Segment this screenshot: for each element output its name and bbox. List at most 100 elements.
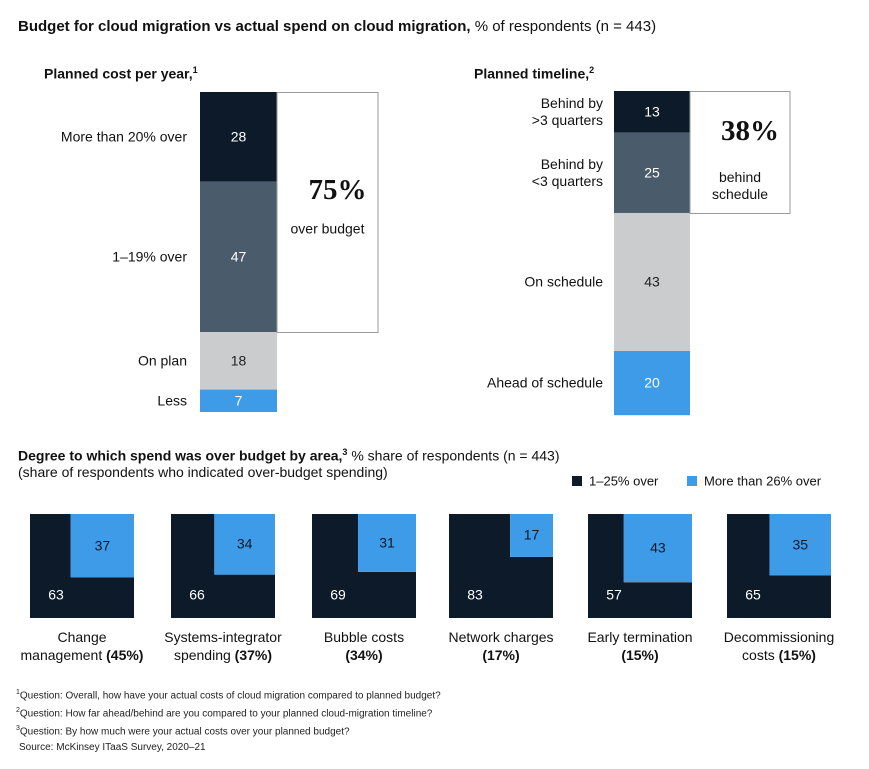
category-label: Less [157, 392, 187, 409]
footnote-marker: 3 [16, 724, 20, 732]
legend-swatch [572, 476, 582, 486]
category-label: Systems-integrator spending (37%) [148, 628, 298, 664]
bar-segment [200, 389, 277, 412]
area-dark [588, 514, 692, 618]
title-note: 2 [589, 65, 595, 75]
chart-title-text: Planned cost per year, [44, 65, 193, 82]
value-label: 31 [379, 534, 395, 551]
area-blue [769, 514, 831, 576]
value-label: 63 [48, 586, 64, 603]
footnote-marker: 2 [16, 706, 20, 714]
bar-segment [614, 351, 690, 416]
segment-label: 28 [230, 128, 247, 145]
legend-label: More than 26% over [704, 473, 822, 489]
page-title: Budget for cloud migration vs actual spe… [18, 18, 656, 35]
bar-segment [614, 132, 690, 213]
category-label: Bubble costs (34%) [289, 628, 439, 664]
category-name: Bubble costs [323, 629, 405, 645]
footnote: 3Question: By how much were your actual … [16, 722, 441, 740]
callout-text: behind schedule [711, 169, 769, 203]
category-label: 1–19% over [112, 248, 187, 265]
callout-text: over budget [290, 220, 365, 237]
footnote-text: Question: How far ahead/behind are you c… [19, 708, 433, 720]
bar-segment [200, 332, 277, 390]
value-label: 57 [606, 586, 622, 603]
category-share: (15%) [621, 647, 659, 663]
bar-segment [200, 181, 277, 332]
footnote: 1Question: Overall, how have your actual… [16, 686, 441, 704]
value-label: 66 [189, 586, 205, 603]
chart-title-text: Planned timeline, [474, 65, 590, 82]
segment-label: 18 [230, 352, 247, 369]
category-share: (15%) [778, 647, 816, 663]
legend-label: 1–25% over [589, 473, 659, 489]
category-label: On plan [137, 352, 187, 369]
segment-label: 47 [230, 248, 247, 265]
category-label: More than 20% over [60, 128, 187, 145]
area-blue [70, 514, 134, 578]
footnote-text: Question: Overall, how have your actual … [19, 690, 441, 702]
segment-label: 7 [234, 392, 243, 409]
area-blue [214, 514, 275, 575]
area-dark [30, 514, 134, 618]
chart-title: Planned timeline,2 [474, 62, 594, 83]
area-blue [510, 514, 553, 557]
area-dark [171, 514, 275, 618]
category-name: Systems-integrator spending [164, 629, 282, 663]
category-label: Ahead of schedule [487, 374, 603, 391]
area-blue [358, 514, 416, 572]
chart-title: Planned cost per year,1 [44, 62, 198, 83]
category-share: (17%) [482, 647, 520, 663]
category-share: (45%) [106, 647, 144, 663]
category-label: Behind by >3 quarters [531, 94, 603, 128]
footnote-marker: 1 [16, 689, 20, 696]
category-label: Network charges (17%) [426, 628, 576, 664]
category-name: Change management [20, 629, 107, 663]
area-dark [449, 514, 553, 618]
value-label: 83 [467, 586, 483, 603]
title-subtitle: % of respondents (n = 443) [474, 18, 657, 35]
callout-box [689, 91, 791, 214]
value-label: 35 [792, 536, 809, 553]
category-label: Change management (45%) [7, 628, 157, 664]
bar-segment [200, 92, 277, 182]
bar-segment [614, 91, 690, 133]
legend-swatch [687, 476, 697, 486]
category-name: Early termination [587, 629, 693, 645]
value-label: 34 [236, 535, 253, 552]
area-blue [623, 514, 692, 583]
footnote: 2Question: How far ahead/behind are you … [16, 704, 441, 722]
category-share: (37%) [234, 647, 273, 663]
source: Source: McKinsey ITaaS Survey, 2020–21 [19, 742, 206, 754]
callout-value: 38% [721, 115, 779, 148]
category-name: Network charges [448, 629, 554, 645]
title-note: 1 [192, 65, 198, 75]
footnotes: 1Question: Overall, how have your actual… [16, 686, 441, 756]
chart-subtitle: % share of respondents (n = 443) [351, 447, 560, 464]
chart-title: Degree to which spend was over budget by… [18, 444, 560, 465]
area-dark [312, 514, 416, 618]
callout-box [276, 92, 379, 333]
chart-title-text: Degree to which spend was over budget by… [18, 447, 343, 464]
title-bold: Budget for cloud migration vs actual spe… [18, 18, 471, 35]
category-name: Decommissioning costs [723, 629, 835, 663]
value-label: 65 [745, 586, 761, 603]
category-label: Behind by <3 quarters [531, 155, 603, 189]
chart-note: (share of respondents who indicated over… [18, 464, 388, 480]
segment-label: 13 [644, 103, 660, 120]
category-label: Decommissioning costs (15%) [704, 628, 854, 664]
category-label: On schedule [524, 273, 603, 290]
callout-value: 75% [308, 174, 367, 207]
segment-label: 20 [644, 374, 660, 391]
area-dark [727, 514, 831, 618]
category-share: (34%) [345, 647, 383, 663]
value-label: 17 [523, 526, 540, 543]
segment-label: 25 [644, 164, 660, 181]
title-note: 3 [342, 447, 348, 457]
bar-segment [614, 212, 690, 352]
footnote-text: Question: By how much were your actual c… [19, 725, 350, 737]
value-label: 37 [94, 537, 111, 554]
value-label: 69 [330, 586, 346, 603]
